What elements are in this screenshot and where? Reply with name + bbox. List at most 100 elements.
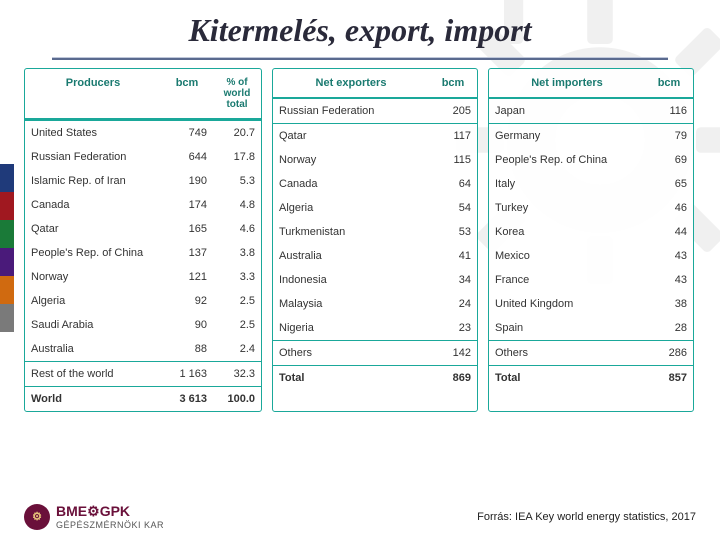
total-bcm: 869 bbox=[429, 366, 477, 390]
col-exporters: Net exporters bbox=[273, 69, 429, 97]
table-row: Qatar117 bbox=[273, 124, 477, 148]
rest-pct: 32.3 bbox=[213, 362, 261, 386]
row-bcm: 41 bbox=[429, 244, 477, 268]
row-name: Norway bbox=[273, 148, 429, 172]
total-pct: 100.0 bbox=[213, 387, 261, 411]
row-bcm: 88 bbox=[161, 337, 213, 361]
table-row: Norway1213.3 bbox=[25, 265, 261, 289]
row-pct: 2.4 bbox=[213, 337, 261, 361]
row-bcm: 644 bbox=[161, 145, 213, 169]
table-row: Qatar1654.6 bbox=[25, 217, 261, 241]
table-row: Nigeria23 bbox=[273, 316, 477, 340]
exporters-total-row: Total 869 bbox=[273, 365, 477, 390]
row-pct: 2.5 bbox=[213, 313, 261, 337]
row-name: Islamic Rep. of Iran bbox=[25, 169, 161, 193]
table-row: Canada64 bbox=[273, 172, 477, 196]
col-bcm: bcm bbox=[429, 69, 477, 97]
col-bcm: bcm bbox=[645, 69, 693, 97]
col-pct: % of world total bbox=[213, 69, 261, 118]
others-bcm: 142 bbox=[429, 341, 477, 365]
slide: Kitermelés, export, import Producers bcm… bbox=[0, 0, 720, 540]
page-title: Kitermelés, export, import bbox=[0, 0, 720, 55]
row-name: Qatar bbox=[25, 217, 161, 241]
table-row: Turkey46 bbox=[489, 196, 693, 220]
importers-others-row: Others 286 bbox=[489, 340, 693, 365]
importers-header: Net importers bcm bbox=[489, 69, 693, 99]
table-row: Islamic Rep. of Iran1905.3 bbox=[25, 169, 261, 193]
row-name: Japan bbox=[489, 99, 645, 123]
table-row: Mexico43 bbox=[489, 244, 693, 268]
table-row: Russian Federation64417.8 bbox=[25, 145, 261, 169]
table-row: Algeria54 bbox=[273, 196, 477, 220]
gear-icon: ⚙ bbox=[87, 503, 100, 519]
source-text: Forrás: IEA Key world energy statistics,… bbox=[477, 511, 696, 523]
exporters-table: Net exporters bcm Russian Federation205Q… bbox=[272, 68, 478, 412]
table-row: People's Rep. of China69 bbox=[489, 148, 693, 172]
row-bcm: 115 bbox=[429, 148, 477, 172]
producers-total-row: World 3 613 100.0 bbox=[25, 386, 261, 411]
row-name: Russian Federation bbox=[25, 145, 161, 169]
table-row: Spain28 bbox=[489, 316, 693, 340]
rest-bcm: 1 163 bbox=[161, 362, 213, 386]
rest-label: Rest of the world bbox=[25, 362, 161, 386]
table-row: Canada1744.8 bbox=[25, 193, 261, 217]
row-name: Germany bbox=[489, 124, 645, 148]
row-name: Saudi Arabia bbox=[25, 313, 161, 337]
importers-table: Net importers bcm Japan116Germany79Peopl… bbox=[488, 68, 694, 412]
row-name: Norway bbox=[25, 265, 161, 289]
row-name: United States bbox=[25, 121, 161, 145]
logo-text: BME⚙GPK GÉPÉSZMÉRNÖKI KAR bbox=[56, 503, 164, 530]
row-name: Canada bbox=[25, 193, 161, 217]
table-row: Italy65 bbox=[489, 172, 693, 196]
logo-dept: GPK bbox=[100, 503, 130, 519]
others-label: Others bbox=[273, 341, 429, 365]
row-name: Italy bbox=[489, 172, 645, 196]
col-producers: Producers bbox=[25, 69, 161, 118]
row-name: Australia bbox=[273, 244, 429, 268]
row-bcm: 205 bbox=[429, 99, 477, 123]
row-name: Spain bbox=[489, 316, 645, 340]
footer: ⚙ BME⚙GPK GÉPÉSZMÉRNÖKI KAR Forrás: IEA … bbox=[0, 503, 720, 530]
row-name: Nigeria bbox=[273, 316, 429, 340]
total-bcm: 857 bbox=[645, 366, 693, 390]
row-bcm: 65 bbox=[645, 172, 693, 196]
row-bcm: 117 bbox=[429, 124, 477, 148]
crest-icon: ⚙ bbox=[24, 504, 50, 530]
producers-rest-row: Rest of the world 1 163 32.3 bbox=[25, 361, 261, 386]
row-name: Malaysia bbox=[273, 292, 429, 316]
row-name: Mexico bbox=[489, 244, 645, 268]
row-bcm: 53 bbox=[429, 220, 477, 244]
row-bcm: 174 bbox=[161, 193, 213, 217]
tables-container: Producers bcm % of world total United St… bbox=[0, 68, 720, 412]
row-bcm: 64 bbox=[429, 172, 477, 196]
importers-total-row: Total 857 bbox=[489, 365, 693, 390]
exporters-header: Net exporters bcm bbox=[273, 69, 477, 99]
table-row: Saudi Arabia902.5 bbox=[25, 313, 261, 337]
row-bcm: 190 bbox=[161, 169, 213, 193]
row-pct: 5.3 bbox=[213, 169, 261, 193]
col-importers: Net importers bbox=[489, 69, 645, 97]
row-bcm: 43 bbox=[645, 244, 693, 268]
total-bcm: 3 613 bbox=[161, 387, 213, 411]
row-bcm: 121 bbox=[161, 265, 213, 289]
logo-sub: GÉPÉSZMÉRNÖKI KAR bbox=[56, 520, 164, 530]
row-pct: 3.3 bbox=[213, 265, 261, 289]
row-pct: 3.8 bbox=[213, 241, 261, 265]
row-name: United Kingdom bbox=[489, 292, 645, 316]
row-bcm: 34 bbox=[429, 268, 477, 292]
row-name: Indonesia bbox=[273, 268, 429, 292]
bme-logo: ⚙ BME⚙GPK GÉPÉSZMÉRNÖKI KAR bbox=[24, 503, 164, 530]
table-row: Indonesia34 bbox=[273, 268, 477, 292]
logo-brand: BME bbox=[56, 503, 87, 519]
table-row: People's Rep. of China1373.8 bbox=[25, 241, 261, 265]
importers-body: Japan116Germany79People's Rep. of China6… bbox=[489, 99, 693, 340]
table-row: Russian Federation205 bbox=[273, 99, 477, 124]
row-bcm: 69 bbox=[645, 148, 693, 172]
row-pct: 20.7 bbox=[213, 121, 261, 145]
row-name: Turkey bbox=[489, 196, 645, 220]
row-bcm: 116 bbox=[645, 99, 693, 123]
row-pct: 2.5 bbox=[213, 289, 261, 313]
table-row: Turkmenistan53 bbox=[273, 220, 477, 244]
table-row: Australia882.4 bbox=[25, 337, 261, 361]
row-bcm: 137 bbox=[161, 241, 213, 265]
